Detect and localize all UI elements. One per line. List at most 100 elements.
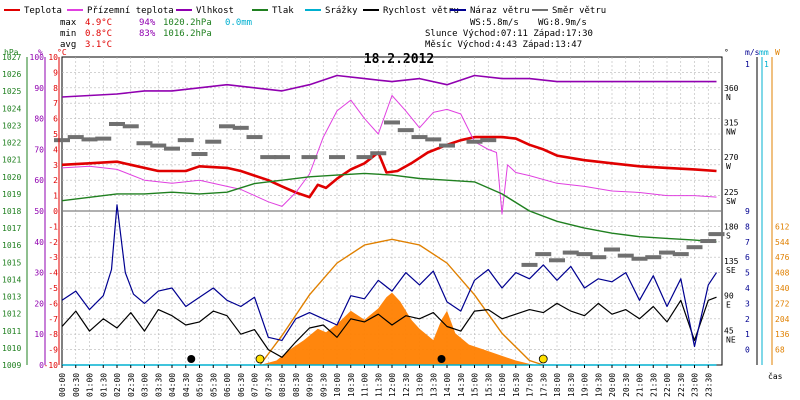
wind-direction-mark — [356, 155, 373, 160]
solar-tick-label: 340 — [775, 284, 790, 293]
solar-tick-label: 204 — [775, 315, 790, 324]
wind-direction-mark — [246, 135, 263, 140]
wind-direction-mark — [590, 255, 607, 260]
time-tick-label: 23:30 — [704, 373, 713, 397]
direction-tick-label: 45 — [724, 326, 734, 335]
wind-direction-mark — [425, 137, 442, 142]
wind-direction-mark — [205, 139, 222, 144]
solar-actual-area — [260, 292, 538, 365]
time-tick-label: 01:00 — [86, 373, 95, 397]
temperature-tick-label: 8 — [53, 84, 58, 93]
humidity-tick-label: 80 — [34, 115, 44, 124]
legend-entry: Teplota — [24, 6, 62, 16]
time-tick-label: 21:00 — [636, 373, 645, 397]
humidity-tick-label: 90 — [34, 84, 44, 93]
temperature-tick-label: -10 — [44, 361, 59, 370]
pressure-tick-label: 1018 — [2, 207, 21, 216]
time-tick-label: 01:30 — [99, 373, 108, 397]
series-line — [61, 296, 717, 358]
time-tick-label: 05:30 — [209, 373, 218, 397]
wind-direction-mark — [81, 137, 98, 142]
direction-tick-label: 225 — [724, 188, 739, 197]
time-tick-label: 17:30 — [539, 373, 548, 397]
wind-direction-mark — [301, 155, 318, 160]
time-tick-label: 10:30 — [347, 373, 356, 397]
time-tick-label: 00:30 — [72, 373, 81, 397]
direction-compass-label: S — [726, 231, 731, 240]
pressure-tick-label: 1027 — [2, 53, 21, 62]
stat-max-temp: 4.9°C — [85, 18, 112, 28]
moonrise-marker — [187, 355, 196, 363]
time-tick-label: 10:00 — [333, 373, 342, 397]
stat-wg: WG:8.9m/s — [538, 18, 587, 28]
solar-layer — [259, 238, 544, 366]
series-line — [61, 74, 717, 98]
humidity-tick-label: 50 — [34, 207, 44, 216]
wind-direction-mark — [659, 250, 675, 255]
direction-compass-label: E — [726, 301, 731, 310]
humidity-tick-label: 60 — [34, 176, 44, 185]
time-tick-label: 02:30 — [127, 373, 136, 397]
time-tick-label: 00:00 — [58, 373, 67, 397]
stat-max-rain: 0.0mm — [225, 18, 252, 28]
rain-axis-unit: mm — [759, 48, 769, 57]
pressure-axis-unit: hPa — [4, 48, 19, 57]
temperature-tick-label: 3 — [53, 161, 58, 170]
wind-tick-label: 4 — [745, 284, 750, 293]
wind-tick-label: 6 — [745, 253, 750, 262]
direction-tick-label: 360 — [724, 84, 739, 93]
wind-direction-mark — [67, 135, 84, 140]
wind-direction-mark — [232, 125, 249, 130]
pressure-tick-label: 1023 — [2, 121, 21, 130]
chart-title: 18.2.2012 — [364, 52, 434, 67]
stat-min-temp: 0.8°C — [85, 29, 112, 39]
temperature-tick-label: 4 — [53, 145, 58, 154]
time-tick-label: 18:00 — [553, 373, 562, 397]
pressure-tick-label: 1012 — [2, 310, 21, 319]
legend-entry: Náraz větru — [470, 6, 530, 16]
temperature-tick-label: -2 — [48, 238, 58, 247]
pressure-tick-label: 1015 — [2, 258, 21, 267]
solar-tick-label: 272 — [775, 299, 790, 308]
series-layer — [54, 74, 725, 366]
time-tick-label: 22:00 — [663, 373, 672, 397]
time-tick-label: 03:00 — [141, 373, 150, 397]
time-tick-label: 08:00 — [278, 373, 287, 397]
legend-entry: Vlhkost — [196, 6, 234, 16]
wind-direction-mark — [480, 138, 497, 143]
time-tick-label: 21:30 — [649, 373, 658, 397]
time-tick-label: 20:30 — [622, 373, 631, 397]
humidity-tick-label: 70 — [34, 145, 44, 154]
time-tick-label: 04:00 — [168, 373, 177, 397]
time-tick-label: 23:00 — [691, 373, 700, 397]
humidity-tick-label: 40 — [34, 238, 44, 247]
wind-direction-mark — [384, 120, 400, 125]
solar-tick-label: 476 — [775, 253, 790, 262]
temperature-tick-label: -5 — [48, 284, 58, 293]
pressure-tick-label: 1026 — [2, 70, 21, 79]
wind-direction-mark — [562, 250, 579, 255]
wind-direction-mark — [411, 135, 428, 140]
sunrise-marker — [255, 354, 265, 364]
temperature-tick-label: -6 — [48, 299, 58, 308]
series-line — [61, 204, 717, 348]
temperature-tick-label: -1 — [48, 222, 58, 231]
time-tick-label: 15:00 — [471, 373, 480, 397]
humidity-tick-label: 30 — [34, 269, 44, 278]
wind-tick-label: 2 — [745, 315, 750, 324]
time-tick-label: 20:00 — [608, 373, 617, 397]
direction-tick-label: 315 — [724, 118, 739, 127]
time-tick-label: 19:00 — [581, 373, 590, 397]
direction-compass-label: N — [726, 93, 731, 102]
axes-layer: hPa1027102610251024102310221021102010191… — [2, 48, 790, 397]
wind-direction-mark — [150, 143, 167, 148]
time-tick-label: 09:00 — [306, 373, 315, 397]
wind-direction-mark — [177, 138, 194, 143]
humidity-tick-label: 0 — [39, 361, 44, 370]
temperature-tick-label: -3 — [48, 253, 58, 262]
pressure-tick-label: 1010 — [2, 344, 21, 353]
series-line — [61, 172, 717, 243]
direction-compass-label: NW — [726, 127, 736, 136]
time-tick-label: 14:30 — [457, 373, 466, 397]
direction-compass-label: SE — [726, 266, 736, 275]
